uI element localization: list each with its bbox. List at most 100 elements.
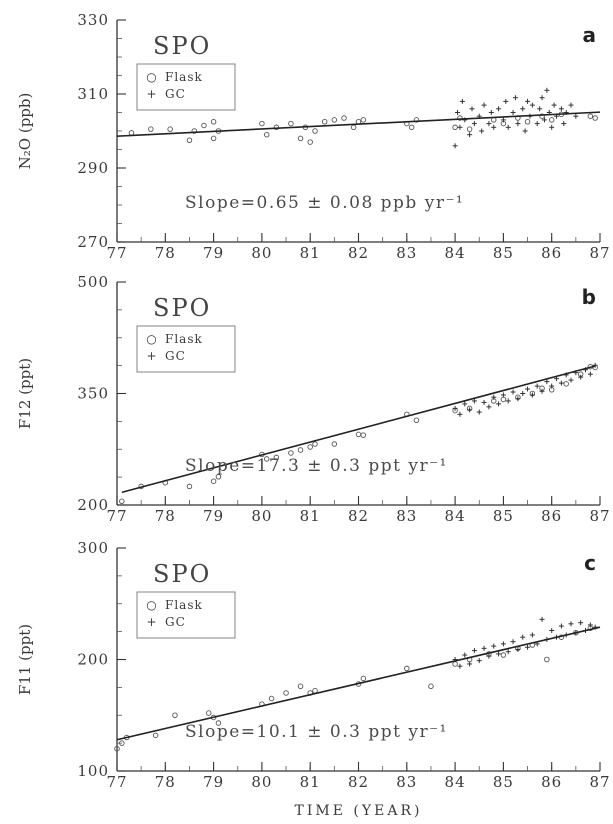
legend-box [136, 591, 236, 639]
x-tick-label: 79 [203, 244, 224, 262]
gc-point [496, 651, 502, 657]
flask-point [404, 665, 410, 672]
flask-point [307, 444, 313, 450]
gc-point [500, 641, 506, 647]
gc-point [525, 386, 531, 392]
panel-c: 100 200 300 77 78 79 80 81 82 83 84 85 86 87 F11 (ppt)… [16, 539, 610, 819]
flask-point [191, 128, 198, 134]
flask-point [288, 450, 294, 456]
flask-point [215, 474, 222, 480]
flask-point [457, 115, 463, 121]
legend-label-gc: GC [165, 87, 186, 101]
gc-point [467, 661, 473, 667]
x-tick-label: 81 [300, 507, 321, 525]
y-tick-label: 270 [77, 233, 109, 251]
gc-point [512, 95, 518, 101]
flask-point [360, 117, 367, 123]
x-tick-label: 77 [106, 773, 127, 791]
flask-point [500, 652, 507, 658]
gc-point [469, 106, 475, 112]
flask-point [263, 131, 270, 138]
flask-point [452, 124, 458, 131]
x-tick-label: 85 [493, 507, 514, 525]
flask-point [539, 113, 545, 119]
gc-point [520, 634, 526, 640]
gc-point [587, 622, 593, 628]
legend-label-flask: Flask [165, 598, 203, 612]
legend-box [136, 63, 236, 111]
legend-label-flask: Flask [165, 70, 203, 84]
flask-point [524, 118, 531, 125]
gc-point [510, 389, 516, 395]
flask-point [152, 732, 159, 739]
gc-point [568, 621, 574, 627]
flask-point [128, 130, 135, 136]
gc-point [573, 113, 579, 119]
gc-point [529, 102, 535, 108]
gc-point [549, 383, 555, 389]
gc-point [476, 409, 482, 415]
y-tick-label: 500 [77, 273, 109, 291]
gc-point [551, 102, 557, 108]
x-tick-label: 80 [251, 507, 272, 525]
gc-point [503, 98, 509, 104]
x-tick-label: 79 [203, 773, 224, 791]
flask-point [119, 498, 125, 505]
gc-point [486, 653, 492, 659]
trend-line [116, 626, 601, 741]
x-tick-label: 82 [348, 244, 369, 262]
flask-point [114, 745, 120, 752]
gc-point [558, 380, 564, 386]
y-axis-label: F12 (ppt) [16, 358, 34, 429]
gc-point [558, 623, 564, 629]
gc-point [539, 616, 545, 622]
gc-point [479, 128, 485, 134]
gc-point [529, 632, 535, 638]
gc-point [549, 124, 555, 130]
gc-point [544, 379, 550, 385]
legend-marker-gc: + [146, 87, 157, 101]
x-tick-label: 77 [106, 507, 127, 525]
gc-point [481, 645, 487, 651]
x-tick-label: 81 [300, 244, 321, 262]
gc-point [525, 644, 531, 650]
flask-point [592, 115, 598, 121]
gc-point [496, 401, 502, 407]
gc-point [471, 398, 477, 404]
x-tick-label: 84 [445, 773, 466, 791]
station-label: SPO [153, 32, 211, 60]
gc-point [457, 411, 463, 417]
gc-point [515, 396, 521, 402]
gc-point [549, 628, 555, 634]
flask-point [413, 117, 420, 123]
x-tick-label: 82 [348, 507, 369, 525]
y-tick-label: 350 [77, 385, 109, 403]
flask-point [321, 118, 328, 125]
flask-point [186, 137, 193, 143]
legend: ○ Flask + GC [136, 63, 236, 111]
gc-point [578, 374, 584, 380]
gc-point [515, 121, 521, 127]
flask-point [263, 456, 270, 462]
x-tick-label: 87 [589, 773, 610, 791]
x-tick-label: 78 [155, 507, 176, 525]
x-tick-label: 85 [493, 773, 514, 791]
gc-point [534, 383, 540, 389]
gc-point [471, 121, 477, 127]
x-tick-label: 87 [589, 507, 610, 525]
gc-point [522, 128, 528, 134]
x-tick-label: 79 [203, 507, 224, 525]
flask-point [408, 124, 415, 131]
gc-point [500, 392, 506, 398]
gc-point [486, 121, 492, 127]
y-tick-label: 310 [77, 85, 109, 103]
gc-point [491, 394, 497, 400]
gc-point [505, 649, 511, 655]
gc-point [561, 121, 567, 127]
gc-point [462, 401, 468, 407]
panel-letter: c [584, 551, 596, 575]
flask-point [206, 710, 212, 716]
flask-point [544, 656, 550, 663]
trend-line [116, 111, 601, 137]
x-tick-label: 80 [251, 244, 272, 262]
